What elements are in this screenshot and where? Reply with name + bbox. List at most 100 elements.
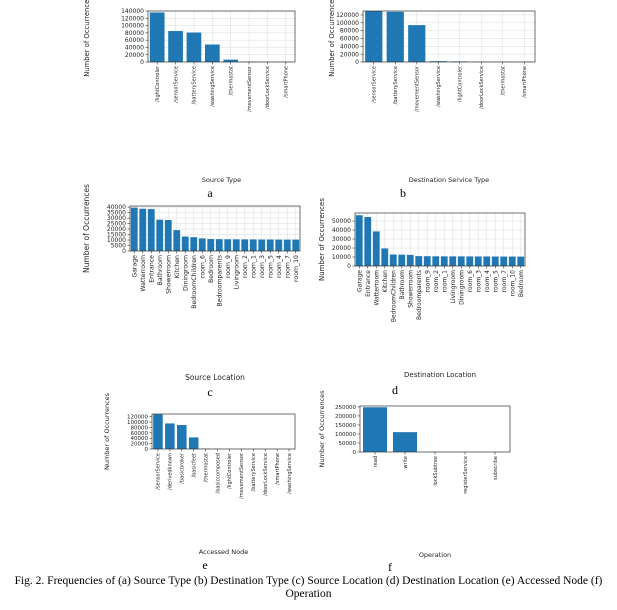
x-tick-label: /smartPhone <box>284 66 290 98</box>
bar-diningroom <box>181 236 189 251</box>
y-tick-label: 100000 <box>121 23 144 30</box>
bar-bathroom <box>156 219 164 251</box>
plot-frame <box>151 413 296 450</box>
x-tick-label: /doorLockService <box>479 66 485 109</box>
bar-room-1 <box>249 239 257 251</box>
bar-room-6 <box>466 256 474 266</box>
bar-watterroom <box>372 231 380 266</box>
x-tick-label: /basicfeet <box>191 453 197 478</box>
x-tick-label: room_3 <box>475 270 482 293</box>
plot-frame <box>354 212 526 267</box>
x-tick-label: room_6 <box>467 270 474 293</box>
bar-read <box>363 407 387 452</box>
x-tick-label: Watterroom <box>373 270 380 306</box>
x-tick-label: /thermostat <box>501 66 507 95</box>
y-tick-label: 30000 <box>107 215 126 222</box>
y-tick-label: 10000 <box>107 237 126 244</box>
y-axis-title: Number of Occurrences <box>328 0 336 77</box>
y-tick-label: 80000 <box>131 425 149 431</box>
x-axis-title: Destination Service Type <box>409 176 489 184</box>
bar-batteryservice <box>186 32 202 62</box>
panel-letter-e: e <box>202 558 208 572</box>
bar-entrance <box>147 209 155 251</box>
panel-letter-f: f <box>388 560 392 574</box>
y-tick-label: 25000 <box>107 221 126 228</box>
y-tick-label: 15000 <box>107 232 126 239</box>
bar-bathroom <box>398 254 406 266</box>
x-tick-label: Watterroom <box>140 255 147 292</box>
x-tick-label: Garage <box>356 270 363 292</box>
x-tick-label: /sensorService <box>173 66 179 103</box>
x-tick-label: /lightControler <box>155 65 161 102</box>
y-tick-label: 40000 <box>125 45 144 52</box>
x-tick-label: Livingroom <box>233 255 240 289</box>
y-tick-label: 200000 <box>335 414 356 420</box>
bar-livingroom <box>449 256 457 266</box>
x-tick-label: room_10 <box>293 255 300 282</box>
figure-caption-line-2: Operation <box>285 588 332 600</box>
bar-room-9 <box>423 256 431 266</box>
chart-panel-e: 0 20000 40000 60000 80000 100000 120000/sensor… <box>100 392 300 557</box>
x-tick-label: room_1 <box>441 270 448 293</box>
x-tick-label: room_4 <box>276 255 283 278</box>
chart-panel-a: 0 20000 40000 60000 80000 100000 120000 140000 /… <box>80 0 300 185</box>
x-tick-label: room_2 <box>433 270 440 293</box>
operation-chart: 0 50000 100000 150000 200000 250000 read write l… <box>318 390 511 559</box>
x-tick-label: Bedroomparents <box>416 270 423 320</box>
y-axis-title: Number of Occurrences <box>83 0 91 77</box>
chart-panel-c: 0 5000 10000 15000 20000 25000 30000 35000 40000… <box>80 184 305 383</box>
x-tick-label: Diningroom <box>182 255 189 291</box>
panel-letter-b: b <box>400 186 406 200</box>
x-tick-label: /thermostat <box>203 453 209 482</box>
y-tick-label: 0 <box>355 59 359 66</box>
y-tick-label: 150000 <box>335 423 356 429</box>
y-tick-label: 20000 <box>125 52 144 59</box>
x-tick-label: /doorLockService <box>263 453 269 496</box>
y-tick-label: 50000 <box>339 441 357 447</box>
bar-diningroom <box>457 256 465 266</box>
x-tick-label: /washingService <box>436 66 442 107</box>
y-tick-label: 0 <box>347 263 351 270</box>
x-tick-label: Garage <box>131 255 138 278</box>
bar-bedroomchildren <box>190 237 198 251</box>
y-tick-label: 50000 <box>332 218 351 225</box>
x-tick-label: /smartPhone <box>522 66 528 98</box>
bar-washingservice <box>429 61 447 62</box>
bar-washingservice <box>204 44 220 62</box>
y-tick-label: 120000 <box>121 15 144 22</box>
y-tick-label: 140000 <box>121 8 144 15</box>
figure-caption: Fig. 2. Frequencies of (a) Source Type (… <box>0 575 617 601</box>
x-tick-label: room_3 <box>259 255 266 278</box>
y-tick-label: 100000 <box>127 420 148 426</box>
bar-sensorservice <box>168 31 183 62</box>
y-axis-title: Number of Occurrences <box>103 392 111 470</box>
x-tick-label: /movementSensor <box>415 65 421 112</box>
x-tick-label: lockSubtree <box>433 456 439 486</box>
x-axis-title: Destination Location <box>404 371 476 379</box>
x-tick-label: Bedroom <box>518 270 525 297</box>
bar-showerroom <box>164 219 172 251</box>
x-tick-label: Kitchen <box>174 255 181 278</box>
bar-garage <box>130 207 138 251</box>
y-tick-label: 5000 <box>111 243 126 250</box>
x-tick-label: write <box>403 456 409 469</box>
y-tick-label: 100000 <box>335 432 356 438</box>
y-tick-label: 20000 <box>131 442 149 448</box>
x-tick-label: /thermostat <box>228 66 234 95</box>
bar-room-5 <box>266 239 274 251</box>
x-tick-label: room_9 <box>225 255 232 278</box>
x-tick-label: /movementSensor <box>247 65 253 112</box>
x-tick-label: room_2 <box>242 255 249 278</box>
y-tick-label: 20000 <box>332 245 351 252</box>
x-tick-label: room_5 <box>492 270 499 293</box>
x-axis-title: Source Location <box>185 373 245 382</box>
x-tick-label: /batteryService <box>393 66 399 104</box>
bar-bedroomparents <box>415 256 423 266</box>
bar-batteryservice <box>386 11 404 63</box>
chart-panel-b: 0 20000 40000 60000 80000 100000 120000/sensor… <box>325 0 540 185</box>
bar-bedroom <box>517 256 525 266</box>
x-tick-label: Bedroomparents <box>216 255 223 307</box>
bar-room-5 <box>491 256 499 266</box>
bar-kitchen <box>381 248 389 266</box>
